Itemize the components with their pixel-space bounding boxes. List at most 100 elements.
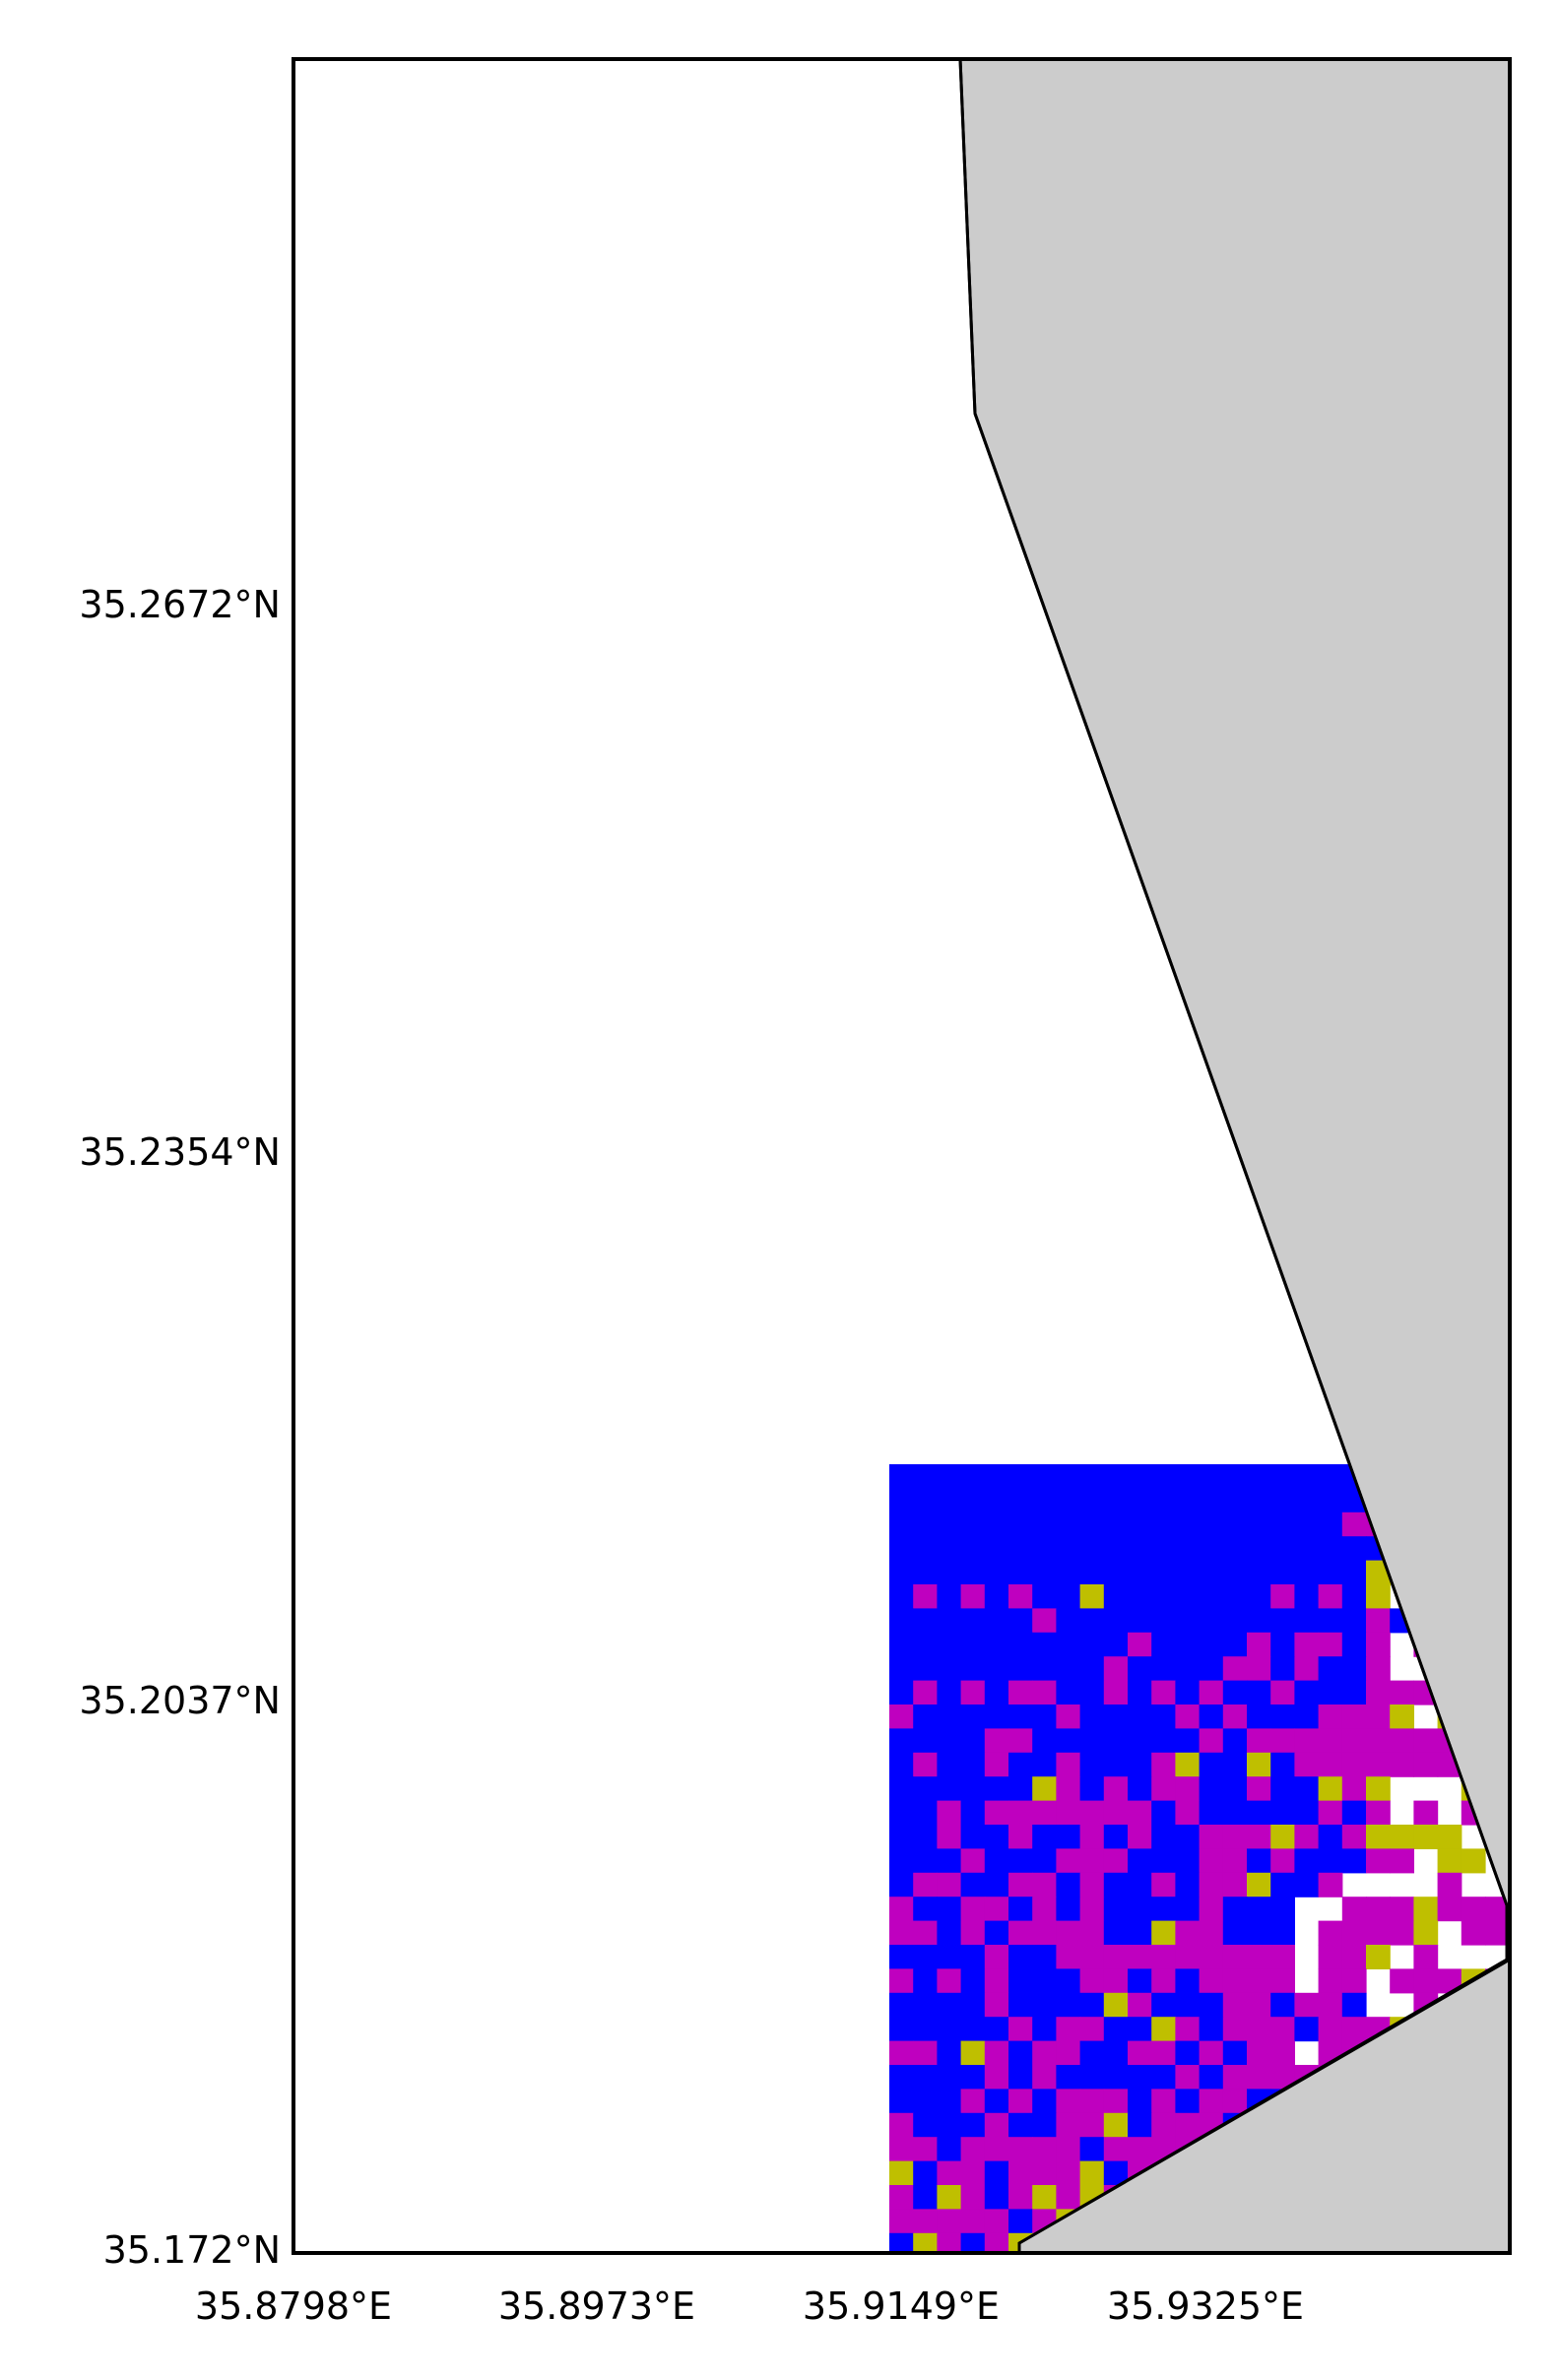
grid-cell — [1175, 1512, 1201, 1537]
grid-cell — [1294, 1825, 1320, 1849]
y-tick-label: 35.2037°N — [79, 1679, 281, 1722]
grid-cell — [1008, 2017, 1033, 2042]
grid-cell — [960, 2040, 986, 2066]
grid-cell — [1175, 1464, 1201, 1489]
grid-cell — [1199, 2089, 1224, 2114]
grid-cell — [984, 1608, 1009, 1634]
grid-cell — [1270, 1608, 1295, 1634]
grid-cell — [1222, 1776, 1248, 1802]
grid-cell — [1056, 1992, 1081, 2018]
grid-cell — [1437, 1825, 1462, 1849]
grid-cell — [1390, 1968, 1414, 1994]
grid-cell — [1151, 2089, 1176, 2114]
grid-cell — [1222, 1728, 1248, 1754]
grid-cell — [1341, 1776, 1367, 1802]
grid-cell — [1128, 1848, 1152, 1874]
grid-cell — [1318, 2017, 1343, 2042]
grid-cell — [1056, 1968, 1081, 1994]
grid-cell — [1247, 1512, 1271, 1537]
grid-cell — [960, 1945, 986, 1969]
grid-cell — [889, 1512, 914, 1537]
grid-cell — [960, 2137, 986, 2162]
grid-cell — [1128, 1608, 1152, 1634]
grid-cell — [937, 2040, 962, 2066]
y-tick-label: 35.2354°N — [79, 1130, 281, 1174]
grid-cell — [1222, 1464, 1248, 1489]
grid-cell — [1032, 1680, 1057, 1705]
grid-cell — [1079, 1680, 1105, 1705]
grid-cell — [1222, 1705, 1248, 1729]
grid-cell — [1413, 1920, 1439, 1946]
grid-cell — [1318, 1680, 1343, 1705]
grid-cell — [1079, 1560, 1105, 1585]
grid-cell — [889, 1632, 914, 1657]
grid-cell — [1341, 1945, 1367, 1969]
grid-cell — [1247, 1776, 1271, 1802]
grid-cell — [913, 1560, 938, 1585]
grid-cell — [960, 2065, 986, 2090]
grid-cell — [1294, 1632, 1320, 1657]
grid-cell — [1222, 1872, 1248, 1898]
grid-cell — [984, 1897, 1009, 1922]
grid-cell — [1008, 1872, 1033, 1898]
grid-cell — [937, 2160, 962, 2186]
grid-cell — [960, 2209, 986, 2234]
grid-cell — [1103, 1608, 1129, 1634]
grid-cell — [1366, 1848, 1391, 1874]
grid-cell — [1151, 1992, 1176, 2018]
grid-cell — [960, 2112, 986, 2138]
grid-cell — [913, 1800, 938, 1826]
grid-cell — [1032, 2160, 1057, 2186]
x-axis-ticks: 35.8798°E 35.8973°E 35.9149°E 35.9325°E — [195, 2284, 1304, 2328]
grid-cell — [913, 2040, 938, 2066]
grid-cell — [984, 1536, 1009, 1562]
grid-cell — [1341, 1992, 1367, 2018]
grid-cell — [960, 2160, 986, 2186]
grid-cell — [1079, 1920, 1105, 1946]
grid-cell — [1056, 2017, 1081, 2042]
grid-cell — [889, 2112, 914, 2138]
grid-cell — [1222, 1632, 1248, 1657]
grid-cell — [1294, 1705, 1320, 1729]
grid-cell — [984, 2040, 1009, 2066]
grid-cell — [1128, 1992, 1152, 2018]
grid-cell — [1175, 2065, 1201, 2090]
grid-cell — [1103, 1536, 1129, 1562]
grid-cell — [1056, 1752, 1081, 1777]
grid-cell — [1128, 1897, 1152, 1922]
grid-cell — [1128, 1656, 1152, 1682]
grid-cell — [1294, 1656, 1320, 1682]
grid-cell — [889, 2209, 914, 2234]
grid-cell — [1151, 1512, 1176, 1537]
grid-cell — [1247, 1584, 1271, 1609]
grid-cell — [1151, 1945, 1176, 1969]
grid-cell — [1079, 1536, 1105, 1562]
grid-cell — [1199, 1728, 1224, 1754]
grid-cell — [937, 1680, 962, 1705]
grid-cell — [1151, 2017, 1176, 2042]
grid-cell — [1032, 1776, 1057, 1802]
grid-cell — [1128, 1776, 1152, 1802]
grid-cell — [1079, 1800, 1105, 1826]
grid-cell — [1032, 1705, 1057, 1729]
grid-cell — [984, 1488, 1009, 1513]
grid-cell — [1103, 2017, 1129, 2042]
grid-cell — [1056, 1945, 1081, 1969]
grid-cell — [889, 1968, 914, 1994]
grid-cell — [1175, 1800, 1201, 1826]
grid-cell — [1151, 1608, 1176, 1634]
grid-cell — [1222, 1560, 1248, 1585]
grid-cell — [960, 1464, 986, 1489]
grid-cell — [1366, 1920, 1391, 1946]
grid-cell — [1008, 1512, 1033, 1537]
grid-cell — [1366, 1632, 1391, 1657]
grid-cell — [1341, 1800, 1367, 1826]
grid-cell — [984, 1512, 1009, 1537]
grid-cell — [937, 1512, 962, 1537]
grid-cell — [1247, 1872, 1271, 1898]
grid-cell — [1318, 1560, 1343, 1585]
grid-cell — [984, 1848, 1009, 1874]
grid-cell — [1294, 2017, 1320, 2042]
grid-cell — [1366, 1584, 1391, 1609]
